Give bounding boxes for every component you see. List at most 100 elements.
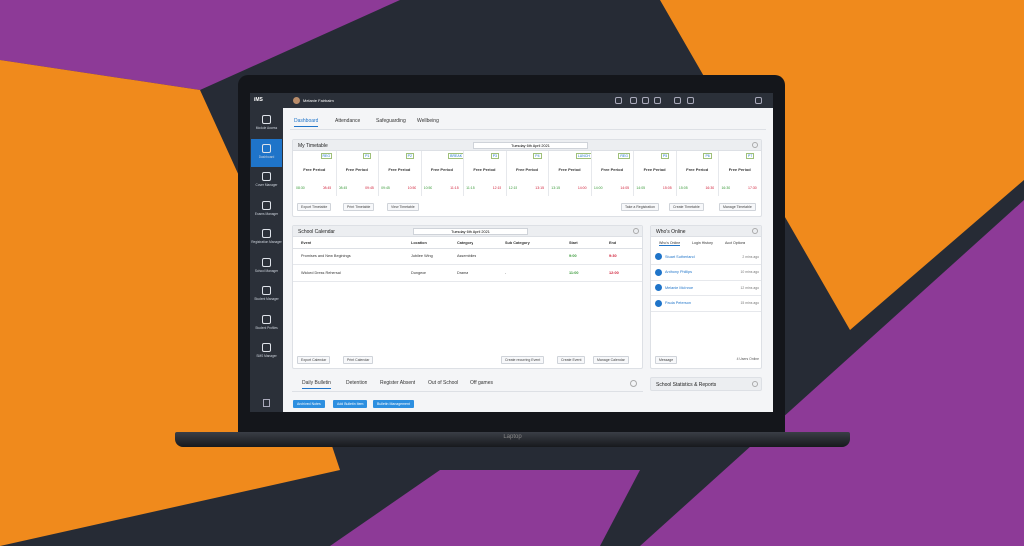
collapse[interactable]	[630, 380, 637, 387]
period-code: REG	[618, 153, 630, 159]
user-name[interactable]: Anthony Phillips	[665, 270, 693, 274]
period-code: REG	[320, 153, 333, 159]
sidebar-icon[interactable]	[262, 343, 271, 352]
button[interactable]: View Timetable	[387, 203, 419, 211]
sidebar-label[interactable]: Exams Manager	[254, 211, 279, 216]
main-tab[interactable]: Wellbeing	[417, 118, 439, 124]
toolbar-icon[interactable]	[687, 97, 694, 104]
period-label: Free Period	[601, 167, 624, 172]
button[interactable]: Create Event	[557, 356, 586, 364]
period-divider	[675, 151, 677, 196]
info-icon[interactable]	[263, 399, 270, 407]
toolbar-icon[interactable]	[615, 97, 622, 104]
online-tab[interactable]: Who's Online	[659, 241, 681, 246]
period-start: 16:30	[721, 186, 731, 190]
button[interactable]: Create recurring Event	[501, 356, 545, 364]
period-label: Free Period	[303, 167, 326, 172]
bulletin-tab[interactable]: Out of School	[428, 380, 459, 386]
button[interactable]: Export Timetable	[297, 203, 332, 211]
column-header: Category	[457, 241, 474, 245]
toolbar-icon[interactable]	[654, 97, 661, 104]
button[interactable]: Print Calendar	[343, 356, 374, 364]
stats-panel: School Statistics & Reports	[650, 377, 762, 391]
period-label: Free Period	[686, 167, 709, 172]
online-tab[interactable]: Login History	[692, 241, 713, 245]
sidebar-label[interactable]: Dashboard	[258, 154, 275, 159]
user-time: 10 mins ago	[740, 270, 759, 274]
calendar-panel: School Calendar Tuesday 6th April 2021 Eve…	[292, 225, 643, 369]
online-panel: Who's Online Who's Online Login History Acc…	[650, 225, 762, 369]
primary-button[interactable]: Bulletin Management	[373, 400, 414, 408]
sidebar-label[interactable]: Cover Manager	[255, 183, 278, 187]
period-start: 15:05	[678, 186, 688, 190]
primary-button[interactable]: Add Bulletin Item	[333, 400, 368, 408]
collapse[interactable]	[752, 228, 758, 234]
period-code: P4	[533, 153, 542, 159]
column-header: Location	[411, 241, 427, 245]
collapse[interactable]	[752, 142, 758, 148]
period-code: P5	[660, 153, 670, 159]
period-end: 15:05	[662, 186, 672, 190]
period-start: 11:15	[466, 186, 475, 190]
panel-title: My Timetable	[298, 143, 328, 149]
toolbar-icon[interactable]	[755, 97, 762, 104]
date-picker[interactable]: Tuesday 6th April 2021	[473, 142, 588, 149]
sidebar-label[interactable]: Registration Manager	[251, 240, 282, 244]
column-header: Event	[301, 241, 312, 245]
online-tab[interactable]: Acct Options	[725, 241, 746, 245]
main-tab[interactable]: Safeguarding	[376, 118, 406, 124]
button[interactable]: Manage Timetable	[719, 203, 756, 211]
button[interactable]: Manage Calendar	[593, 356, 629, 364]
sidebar-label[interactable]: Student Profiles	[255, 325, 278, 330]
bulletin-tab[interactable]: Daily Bulletin	[302, 380, 331, 389]
period-label: Free Period	[515, 167, 538, 172]
button[interactable]: Take a Registration	[621, 203, 659, 211]
tab-rule	[290, 129, 766, 130]
online-count: 4 Users Online	[736, 357, 759, 361]
user-time: 12 mins ago	[740, 285, 759, 290]
period-code: P6	[703, 153, 712, 159]
sidebar-icon[interactable]	[262, 115, 271, 124]
app-screen: iMS Melanie Fairbairn Module Access Dashboa…	[250, 93, 773, 412]
sidebar-icon[interactable]	[262, 200, 271, 210]
user-name[interactable]: Stuart Sutherland	[665, 254, 695, 259]
sidebar-label[interactable]: SMS Manager	[256, 354, 277, 358]
sidebar-label[interactable]: School Manager	[254, 268, 279, 273]
collapse[interactable]	[752, 381, 758, 387]
bulletin-tab[interactable]: Detention	[346, 380, 368, 386]
sidebar-label[interactable]: Module Access	[255, 126, 278, 130]
panel-title: Who's Online	[656, 229, 686, 235]
sidebar-icon[interactable]	[262, 314, 271, 324]
period-end: 14:00	[577, 186, 587, 190]
period-divider	[718, 151, 720, 196]
toolbar-icon[interactable]	[642, 97, 649, 104]
user-name[interactable]: Paula Peterson	[665, 301, 691, 305]
user-name[interactable]: Melanie McInroe	[665, 285, 694, 290]
sidebar-icon[interactable]	[262, 286, 271, 295]
bulletin-tab[interactable]: Register Absent	[380, 380, 416, 386]
sidebar-label[interactable]: Student Manager	[254, 297, 279, 301]
main-tab[interactable]: Dashboard	[294, 118, 319, 127]
collapse[interactable]	[633, 228, 639, 234]
sidebar-icon[interactable]	[262, 172, 271, 181]
sidebar-icon[interactable]	[262, 143, 271, 153]
button[interactable]: Create Timetable	[669, 203, 704, 211]
main-tab[interactable]: Attendance	[335, 118, 361, 124]
bulletin-tab[interactable]: Off games	[470, 380, 493, 386]
laptop-base: Laptop	[175, 432, 850, 447]
period-end: 08:45	[322, 186, 332, 190]
user-name[interactable]: Melanie Fairbairn	[303, 98, 334, 103]
date-picker[interactable]: Tuesday 6th April 2021	[413, 228, 528, 235]
period-end: 13:15	[535, 186, 545, 190]
button[interactable]: Export Calendar	[297, 356, 331, 364]
panel-title: School Statistics & Reports	[656, 382, 717, 388]
sidebar-icon[interactable]	[262, 229, 271, 238]
cell: Drama	[457, 271, 469, 275]
period-end: 09:45	[365, 186, 374, 190]
toolbar-icon[interactable]	[674, 97, 681, 104]
primary-button[interactable]: Archived Notes	[293, 400, 325, 408]
button[interactable]: Print Timetable	[343, 203, 375, 211]
sidebar-icon[interactable]	[262, 257, 271, 267]
button[interactable]: Message	[655, 356, 678, 364]
toolbar-icon[interactable]	[630, 97, 637, 104]
